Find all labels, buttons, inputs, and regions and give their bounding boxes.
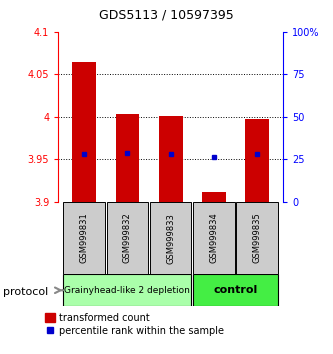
Text: GSM999832: GSM999832: [123, 213, 132, 263]
Bar: [202, 192, 226, 202]
Text: GSM999835: GSM999835: [253, 213, 262, 263]
Bar: [245, 119, 269, 202]
Bar: [64, 202, 105, 274]
Bar: [150, 202, 191, 274]
Text: Grainyhead-like 2 depletion: Grainyhead-like 2 depletion: [65, 286, 190, 295]
Bar: [64, 274, 191, 306]
Text: protocol: protocol: [3, 287, 49, 297]
Bar: [193, 274, 278, 306]
Text: GSM999834: GSM999834: [209, 213, 218, 263]
Text: control: control: [213, 285, 258, 295]
Bar: [72, 62, 96, 202]
Bar: [116, 114, 139, 202]
Legend: transformed count, percentile rank within the sample: transformed count, percentile rank withi…: [45, 313, 224, 336]
Text: GSM999831: GSM999831: [80, 213, 89, 263]
Text: GDS5113 / 10597395: GDS5113 / 10597395: [99, 9, 234, 22]
Bar: [236, 202, 278, 274]
Bar: [107, 202, 148, 274]
Bar: [193, 202, 235, 274]
Text: GSM999833: GSM999833: [166, 213, 175, 263]
Bar: [159, 116, 182, 202]
